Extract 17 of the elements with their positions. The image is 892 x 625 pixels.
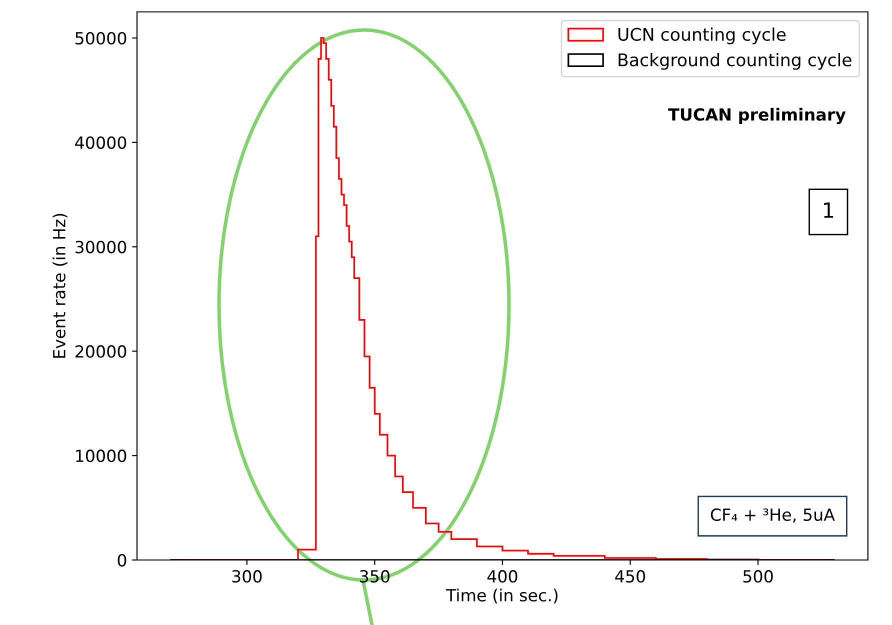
x-tick-label: 400 bbox=[487, 570, 518, 583]
y-axis-title: Event rate (in Hz) bbox=[52, 214, 68, 358]
y-tick-label: 10000 bbox=[76, 450, 126, 462]
x-tick-label: 500 bbox=[743, 570, 773, 583]
y-tick-label: 0 bbox=[118, 554, 126, 567]
y-tick-label: 50000 bbox=[76, 32, 126, 45]
x-axis-title: Time (in sec.) bbox=[446, 588, 558, 604]
annotation: TUCAN preliminary bbox=[668, 108, 846, 124]
legend-label: UCN counting cycle bbox=[618, 28, 786, 44]
y-tick-label: 20000 bbox=[75, 345, 126, 358]
y-tick-label: 40000 bbox=[75, 136, 126, 149]
x-tick-label: 300 bbox=[232, 570, 262, 583]
legend-label: Background counting cycle bbox=[618, 52, 852, 70]
annotation: CF₄ + ³He, 5uA bbox=[710, 508, 835, 523]
y-tick-label: 30000 bbox=[76, 240, 126, 254]
annotation: 1 bbox=[824, 202, 834, 218]
x-tick-label: 450 bbox=[615, 570, 646, 583]
